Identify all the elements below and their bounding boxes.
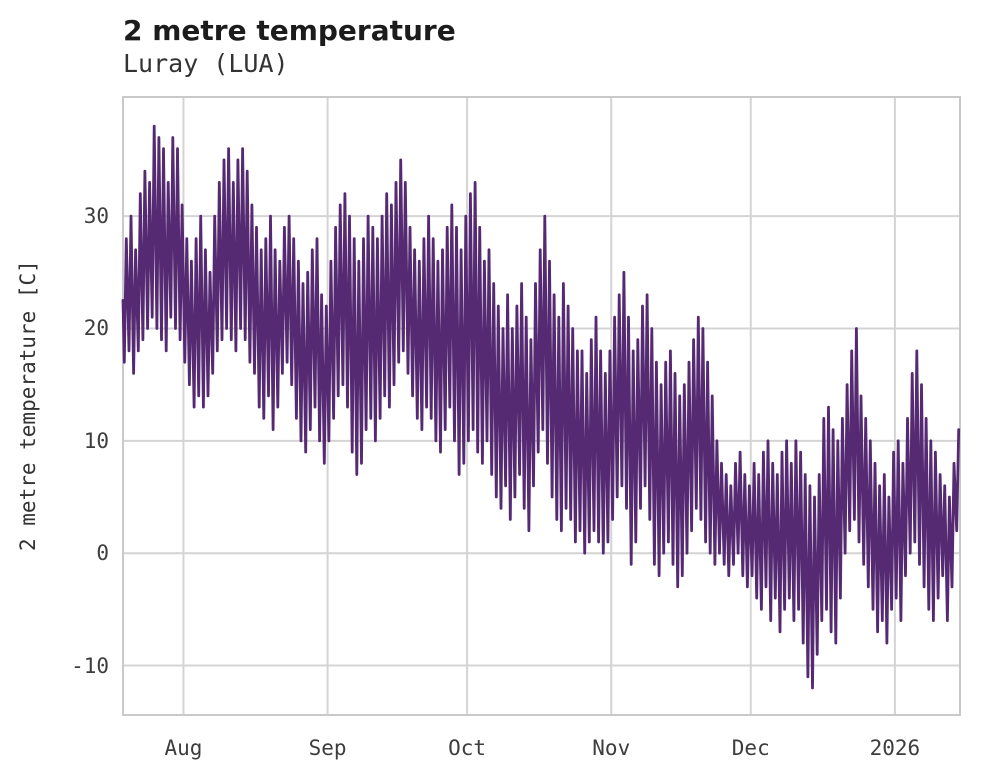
x-tick-label: Dec <box>731 736 770 760</box>
y-tick-label: 30 <box>83 204 109 229</box>
y-tick-label: 20 <box>83 316 109 341</box>
plot-border <box>122 96 961 716</box>
x-tick-label: Sep <box>308 736 347 760</box>
y-tick-label: -10 <box>71 653 109 678</box>
x-tick-label: Nov <box>592 736 631 760</box>
y-tick-label: 0 <box>96 541 109 566</box>
chart-title: 2 metre temperature <box>123 14 456 47</box>
temperature-series-line <box>121 124 961 690</box>
x-tick-label: 2026 <box>869 736 921 760</box>
y-tick-label: 10 <box>83 428 109 453</box>
chart-subtitle: Luray (LUA) <box>123 49 289 78</box>
x-tick-label: Aug <box>164 736 203 760</box>
x-tick-label: Oct <box>448 736 487 760</box>
